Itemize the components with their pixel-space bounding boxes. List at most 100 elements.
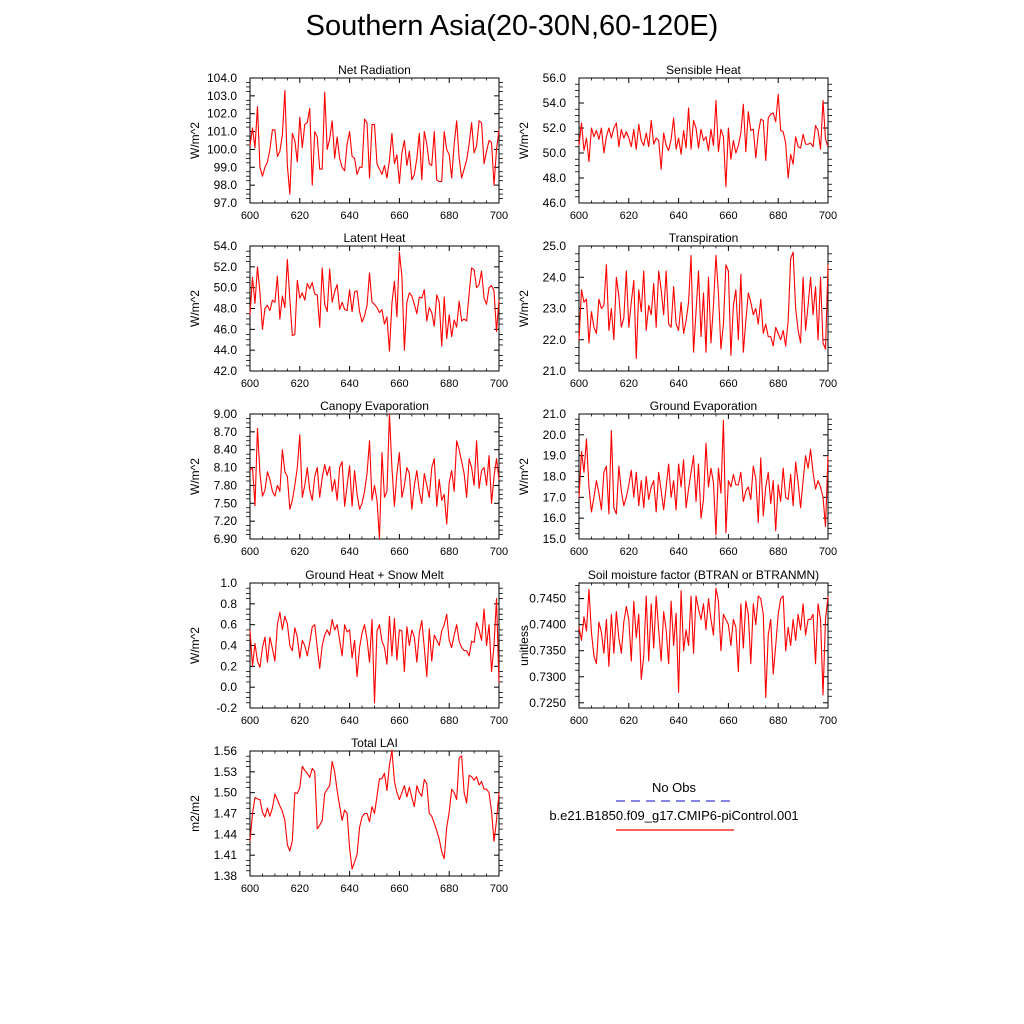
y-axis-label: W/m^2	[517, 122, 531, 159]
x-tick-label: 660	[390, 883, 408, 895]
y-tick-label: 46.0	[543, 196, 567, 210]
y-tick-label: 0.7400	[529, 618, 566, 632]
x-tick-label: 660	[719, 715, 737, 727]
y-axis-label: W/m^2	[517, 458, 531, 495]
main-title: Southern Asia(20-30N,60-120E)	[305, 10, 719, 42]
y-tick-label: 8.70	[214, 425, 238, 439]
x-tick-label: 700	[819, 546, 837, 558]
x-tick-label: 700	[490, 715, 508, 727]
y-axis-label: W/m^2	[188, 458, 202, 495]
x-tick-label: 700	[819, 715, 837, 727]
x-tick-label: 700	[490, 883, 508, 895]
y-axis-label: W/m^2	[188, 290, 202, 327]
y-tick-label: 1.44	[214, 827, 238, 841]
y-tick-label: 1.53	[214, 765, 238, 779]
x-tick-label: 600	[241, 378, 259, 390]
y-tick-label: 0.7250	[529, 696, 566, 710]
y-axis-label: W/m^2	[517, 290, 531, 327]
y-axis-label: m2/m2	[188, 795, 202, 832]
y-tick-label: 56.0	[543, 71, 567, 85]
y-tick-label: 17.0	[543, 490, 567, 504]
x-tick-label: 600	[241, 546, 259, 558]
y-tick-label: 50.0	[214, 281, 238, 295]
panel-ground-heat-snow-melt: Ground Heat + Snow Melt W/m^2 600 620 640 660…	[188, 568, 508, 727]
y-tick-label: 0.7300	[529, 670, 566, 684]
y-tick-label: 52.0	[543, 121, 567, 135]
x-tick-label: 680	[769, 546, 787, 558]
y-tick-label: 22.0	[543, 333, 567, 347]
legend-model-label: b.e21.B1850.f09_g17.CMIP6-piControl.001	[549, 808, 798, 823]
x-tick-label: 620	[291, 715, 309, 727]
x-tick-label: 700	[490, 210, 508, 222]
y-tick-label: 8.10	[214, 461, 238, 475]
x-tick-label: 660	[719, 210, 737, 222]
x-tick-label: 700	[490, 378, 508, 390]
x-tick-label: 620	[291, 546, 309, 558]
x-tick-label: 600	[570, 546, 588, 558]
x-tick-label: 700	[490, 546, 508, 558]
panel-title: Net Radiation	[338, 63, 411, 77]
y-tick-label: 1.0	[220, 576, 237, 590]
y-tick-label: 42.0	[214, 364, 238, 378]
y-tick-label: 50.0	[543, 146, 567, 160]
x-tick-label: 700	[819, 378, 837, 390]
y-tick-label: 1.56	[214, 744, 238, 758]
legend-obs-label: No Obs	[652, 780, 697, 795]
x-tick-label: 640	[340, 883, 358, 895]
panel-title: Latent Heat	[343, 231, 406, 245]
panels: Net Radiation W/m^2 600 620 640 660 680 700 97.0…	[188, 63, 837, 895]
y-tick-label: 8.40	[214, 443, 238, 457]
y-tick-label: 7.80	[214, 478, 238, 492]
series-line-total-lai	[249, 749, 500, 870]
y-axis-label: W/m^2	[188, 627, 202, 664]
y-tick-label: 20.0	[543, 428, 567, 442]
y-tick-label: 103.0	[207, 89, 237, 103]
x-tick-label: 600	[241, 210, 259, 222]
x-tick-label: 640	[340, 715, 358, 727]
y-tick-label: 7.50	[214, 496, 238, 510]
x-tick-label: 660	[719, 546, 737, 558]
panel-title: Total LAI	[351, 736, 398, 750]
series-line-canopy-evaporation	[249, 413, 500, 540]
x-tick-label: 620	[291, 210, 309, 222]
series-line-latent-heat	[249, 251, 500, 352]
x-tick-label: 600	[570, 378, 588, 390]
panel-transpiration: Transpiration W/m^2 600 620 640 660 680 700 21.0…	[517, 231, 837, 390]
panel-title: Sensible Heat	[666, 63, 741, 77]
panel-title: Canopy Evaporation	[320, 399, 429, 413]
x-tick-label: 640	[340, 546, 358, 558]
x-tick-label: 640	[340, 210, 358, 222]
x-tick-label: 640	[669, 210, 687, 222]
x-tick-label: 620	[620, 715, 638, 727]
y-tick-label: 21.0	[543, 407, 567, 421]
y-tick-label: 0.0	[220, 680, 237, 694]
y-tick-label: 102.0	[207, 107, 237, 121]
x-tick-label: 600	[570, 210, 588, 222]
y-tick-label: 18.0	[543, 470, 567, 484]
x-tick-label: 680	[440, 546, 458, 558]
panel-canopy-evaporation: Canopy Evaporation W/m^2 600 620 640 660 680 70…	[188, 399, 508, 558]
series-line-soil-moisture-factor-btran-or-btranmn	[578, 587, 829, 699]
y-tick-label: 9.00	[214, 407, 238, 421]
y-tick-label: 54.0	[543, 96, 567, 110]
y-tick-label: 54.0	[214, 239, 238, 253]
x-tick-label: 620	[620, 378, 638, 390]
x-tick-label: 620	[291, 378, 309, 390]
panel-soil-moisture-factor-btran-or-btranmn: Soil moisture factor (BTRAN or BTRANMN) u…	[517, 568, 837, 727]
y-tick-label: 23.0	[543, 302, 567, 316]
y-tick-label: 98.0	[214, 178, 238, 192]
series-line-transpiration	[578, 251, 829, 360]
panel-title: Transpiration	[669, 231, 739, 245]
y-tick-label: 97.0	[214, 196, 238, 210]
y-tick-label: 99.0	[214, 160, 238, 174]
x-tick-label: 640	[340, 378, 358, 390]
y-tick-label: 46.0	[214, 322, 238, 336]
x-tick-label: 640	[669, 715, 687, 727]
y-tick-label: 0.7450	[529, 592, 566, 606]
panel-title: Ground Evaporation	[650, 399, 757, 413]
y-tick-label: 24.0	[543, 270, 567, 284]
x-tick-label: 600	[570, 715, 588, 727]
x-tick-label: 600	[241, 883, 259, 895]
x-tick-label: 660	[390, 546, 408, 558]
y-tick-label: 44.0	[214, 343, 238, 357]
